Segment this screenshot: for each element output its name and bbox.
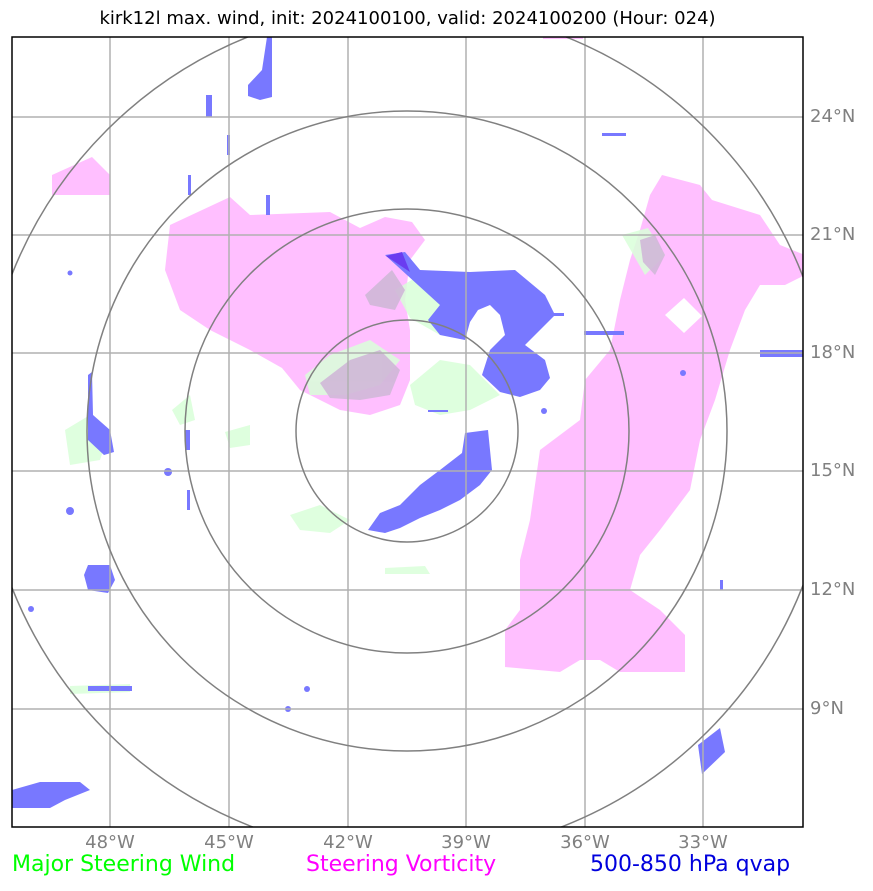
lon-label-45w: 45°W <box>204 832 254 853</box>
range-rings <box>12 37 803 827</box>
lat-label-21n: 21°N <box>810 224 856 245</box>
overlap-fill <box>320 235 665 400</box>
chart-title: kirk12l max. wind, init: 2024100100, val… <box>99 8 716 29</box>
legend-steering-vorticity: Steering Vorticity <box>306 852 497 877</box>
lat-label-15n: 15°N <box>810 460 856 481</box>
qvap-dark-core <box>386 252 410 272</box>
lon-label-39w: 39°W <box>441 832 491 853</box>
lon-label-48w: 48°W <box>85 832 135 853</box>
map-frame <box>11 36 804 828</box>
lat-label-18n: 18°N <box>810 342 856 363</box>
lon-label-42w: 42°W <box>323 832 373 853</box>
lat-label-9n: 9°N <box>810 698 844 719</box>
graticule <box>12 37 803 827</box>
legend-qvap: 500-850 hPa qvap <box>590 852 791 877</box>
qvap-fill <box>12 37 803 808</box>
lon-label-33w: 33°W <box>678 832 728 853</box>
lon-label-36w: 36°W <box>560 832 610 853</box>
lat-label-24n: 24°N <box>810 106 856 127</box>
legend-major-steering-wind: Major Steering Wind <box>12 852 236 877</box>
vorticity-holes <box>665 298 702 333</box>
lat-label-12n: 12°N <box>810 579 856 600</box>
